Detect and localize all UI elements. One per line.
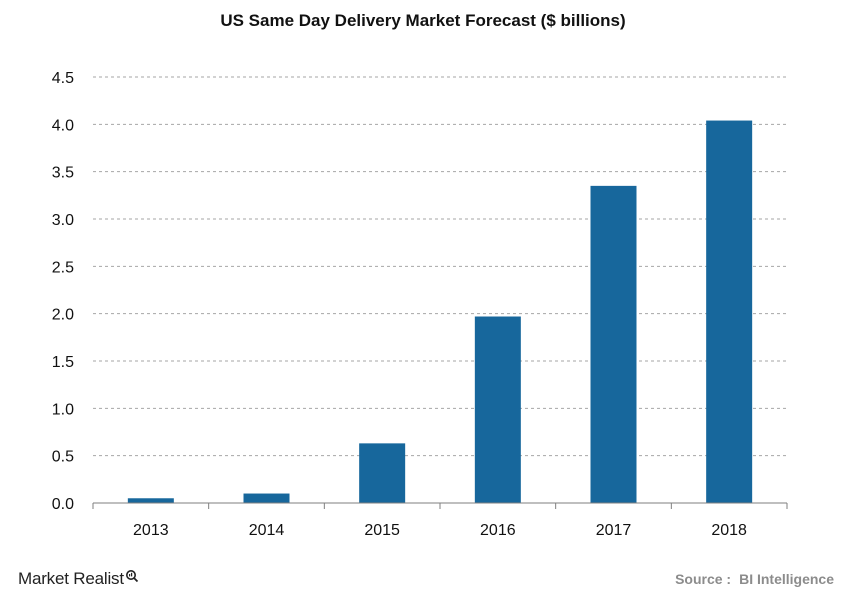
y-tick-label: 4.0 [52, 117, 74, 134]
x-tick-label: 2018 [711, 522, 747, 539]
bar-2016 [474, 316, 521, 503]
y-tick-label: 0.0 [52, 496, 74, 513]
y-tick-label: 3.5 [52, 165, 74, 182]
market-realist-logo: Market Realist [18, 569, 139, 589]
x-tick-label: 2015 [364, 522, 400, 539]
source-note: Source : BI Intelligence [675, 571, 834, 587]
source-name: BI Intelligence [739, 571, 834, 587]
x-tick-label: 2013 [133, 522, 169, 539]
y-tick-label: 2.0 [52, 307, 74, 324]
y-tick-label: 4.5 [52, 70, 74, 87]
x-tick-label: 2017 [596, 522, 632, 539]
bar-2013 [127, 498, 174, 503]
y-tick-label: 0.5 [52, 449, 74, 466]
x-tick-label: 2014 [249, 522, 285, 539]
bars [127, 120, 753, 504]
y-tick-label: 2.5 [52, 259, 74, 276]
bar-2014 [243, 493, 290, 503]
logo-text-realist: Realist [73, 569, 124, 588]
bar-2015 [359, 443, 406, 503]
logo-text-market: Market [18, 569, 69, 588]
axes: 0.0 0.5 1.0 1.5 2.0 2.5 3.0 3.5 4.0 4.5 2013 2014 20… [52, 70, 788, 539]
source-label: Source : [675, 571, 732, 587]
bar-2018 [706, 120, 753, 504]
chart-title: US Same Day Delivery Market Forecast ($ … [220, 11, 626, 30]
y-tick-label: 1.0 [52, 401, 74, 418]
bar-2017 [590, 185, 637, 503]
y-tick-label: 3.0 [52, 212, 74, 229]
gridlines [93, 76, 787, 457]
x-tick-label: 2016 [480, 522, 516, 539]
y-tick-label: 1.5 [52, 354, 74, 371]
magnifier-icon [125, 570, 139, 583]
